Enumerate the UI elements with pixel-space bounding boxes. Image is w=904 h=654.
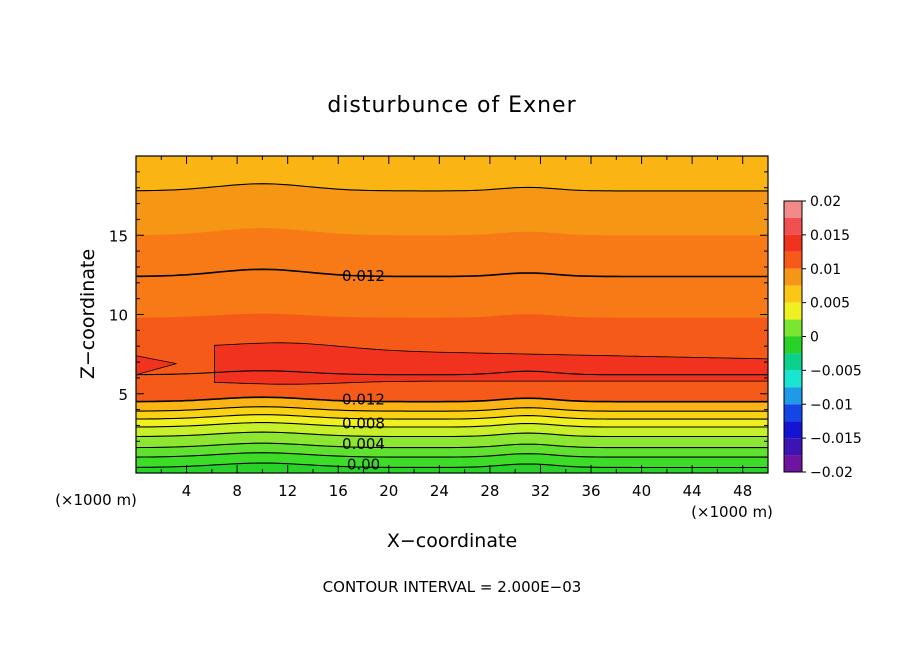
colorbar-tick-label: −0.015 (810, 431, 862, 447)
contour-line (136, 462, 768, 469)
colorbar-swatch (784, 336, 802, 354)
y-tick-label: 10 (109, 307, 128, 325)
contour-interval-note: CONTOUR INTERVAL = 2.000E−03 (323, 578, 582, 596)
contour-line (136, 396, 768, 403)
contour-label: 0.012 (342, 267, 385, 285)
y-tick-label: 5 (118, 386, 128, 404)
colorbar-swatch (784, 285, 802, 303)
colorbar-swatch (784, 234, 802, 252)
colorbar-swatch (784, 387, 802, 405)
colorbar-swatch (784, 302, 802, 320)
contour-label: 0.00 (347, 456, 380, 474)
x-tick-label: 24 (430, 482, 449, 500)
contour-fill-band (136, 463, 768, 473)
colorbar-tick-label: 0.005 (810, 296, 850, 312)
colorbar-swatch (784, 201, 802, 218)
colorbar-tick-label: −0.01 (810, 397, 853, 413)
colorbar-tick-label: −0.005 (810, 363, 862, 379)
x-tick-label: 32 (531, 482, 550, 500)
contour-line (136, 452, 768, 458)
contour-line (136, 442, 768, 449)
core-region (136, 342, 768, 385)
colorbar-swatch (784, 455, 802, 472)
x-tick-label: 40 (632, 482, 651, 500)
colorbar-tick-label: 0 (810, 330, 819, 346)
x-tick-label: 20 (379, 482, 398, 500)
colorbar-swatch (784, 268, 802, 286)
y-tick-label: 15 (109, 227, 128, 245)
colorbar-swatch (784, 404, 802, 422)
x-tick-label: 44 (683, 482, 702, 500)
x-tick-label: 36 (581, 482, 600, 500)
colorbar-tick-label: 0.01 (810, 262, 841, 278)
y-axis-label: Z−coordinate (77, 249, 99, 379)
x-tick-label: 16 (329, 482, 348, 500)
colorbar-swatch (784, 353, 802, 371)
x-tick-label: 28 (480, 482, 499, 500)
contour-line (136, 422, 768, 428)
x-tick-label: 12 (278, 482, 297, 500)
contour-line (136, 370, 768, 376)
plot-area (136, 156, 768, 473)
contour-label: 0.012 (342, 391, 385, 409)
colorbar-tick-label: −0.02 (810, 465, 853, 481)
contour-line (136, 414, 768, 420)
colorbar (783, 200, 803, 473)
x-axis-label: X−coordinate (387, 530, 517, 552)
colorbar-swatch (784, 421, 802, 439)
colorbar-swatch (784, 319, 802, 337)
x-tick-label: 48 (733, 482, 752, 500)
contour-label: 0.004 (342, 435, 385, 453)
colorbar-swatch (784, 370, 802, 388)
colorbar-swatch (784, 217, 802, 235)
contour-line (136, 406, 768, 412)
contour-line (136, 268, 768, 278)
contour-label: 0.008 (342, 415, 385, 433)
contour-line (136, 183, 768, 192)
contour-line (136, 431, 768, 438)
x-axis-unit-right: (×1000 m) (691, 503, 773, 521)
colorbar-tick-label: 0.015 (810, 228, 850, 244)
x-tick-label: 4 (182, 482, 192, 500)
x-tick-label: 8 (232, 482, 242, 500)
colorbar-tick-label: 0.02 (810, 194, 841, 210)
x-axis-unit-left: (×1000 m) (55, 491, 137, 509)
colorbar-swatch (784, 438, 802, 456)
colorbar-swatch (784, 251, 802, 269)
chart-title: disturbunce of Exner (327, 93, 576, 118)
